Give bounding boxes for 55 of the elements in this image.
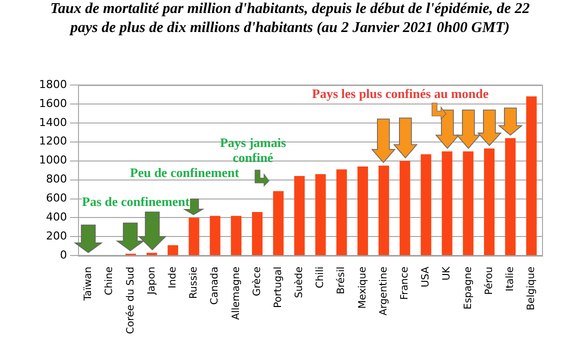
bar	[315, 174, 326, 256]
annotation: Peu de confinement	[130, 165, 240, 180]
x-tick-label: Argentine	[378, 266, 390, 316]
x-tick-label: Russie	[188, 266, 200, 299]
x-tick-label: Canada	[210, 266, 221, 305]
x-tick-label: Allemagne	[230, 266, 242, 320]
chart-title: Taux de mortalité par million d'habitants, depuis le début de l'épidémie, de 22 pays de plus de dix millions d'habitants (au 2 Janvier 2021 0h00 GMT)	[49, 0, 531, 38]
bar	[484, 148, 495, 256]
x-tick-label: USA	[420, 266, 432, 288]
x-tick-label: Brésil	[336, 266, 348, 294]
bar	[442, 151, 452, 256]
x-tick-label: Corée du Sud	[125, 266, 136, 334]
annotation: Pays jamais confiné	[218, 135, 288, 165]
x-tick-label: Suède	[294, 266, 306, 298]
y-tick-label: 0	[60, 248, 67, 262]
annotation: Pas de confinement	[82, 194, 190, 209]
bar	[252, 212, 263, 256]
x-tick-label: Italie	[504, 266, 516, 292]
bar	[378, 166, 390, 256]
x-tick-label: Taïwan	[83, 266, 94, 302]
bar	[294, 176, 305, 256]
x-tick-label: Belgique	[526, 266, 538, 310]
x-tick-label: Pérou	[484, 266, 495, 295]
bar	[336, 169, 347, 256]
x-tick-label: Espagne	[462, 266, 474, 310]
y-tick-label: 1600	[38, 96, 67, 110]
y-tick-label: 1000	[38, 154, 67, 167]
bar	[462, 151, 474, 256]
y-tick-label: 800	[46, 172, 67, 186]
bar	[357, 166, 368, 256]
y-tick-label: 600	[46, 192, 67, 205]
y-tick-label: 1400	[38, 116, 67, 129]
bar	[505, 138, 516, 256]
bar	[210, 216, 220, 256]
x-tick-label: Grèce	[252, 266, 263, 296]
bar	[400, 160, 410, 256]
bar	[188, 218, 200, 256]
bar	[168, 245, 178, 256]
x-tick-label: UK	[442, 266, 453, 281]
y-tick-label: 400	[46, 210, 67, 224]
x-tick-label: Chili	[315, 266, 326, 288]
bar	[273, 191, 284, 256]
annotation: Pays les plus confinés au monde	[312, 86, 489, 101]
x-tick-label: Japon	[146, 266, 158, 296]
bar	[230, 216, 242, 256]
y-tick-label: 1800	[38, 78, 67, 91]
y-tick-label: 1200	[38, 134, 67, 148]
bar	[420, 154, 432, 256]
x-tick-label: Inde	[168, 266, 178, 288]
x-tick-label: France	[400, 266, 410, 300]
x-tick-label: Mexique	[357, 266, 368, 309]
bar	[526, 96, 537, 256]
x-tick-label: Portugal	[272, 266, 284, 308]
y-tick-label: 200	[46, 230, 67, 243]
x-tick-label: Chine	[104, 266, 116, 296]
